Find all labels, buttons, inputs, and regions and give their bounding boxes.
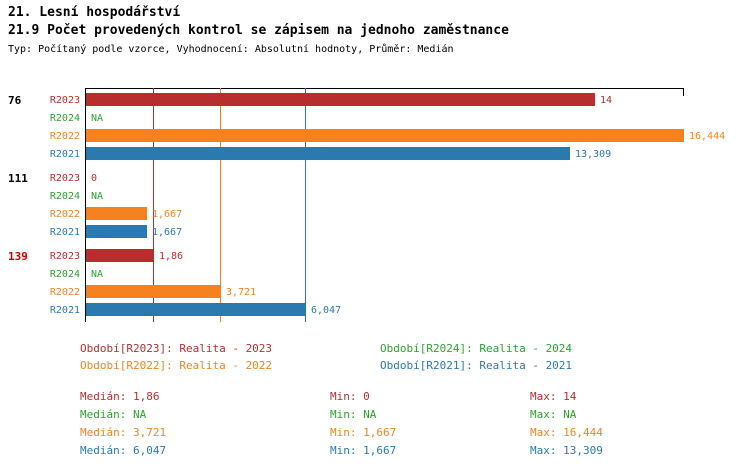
value-label-R2022: 16,444 bbox=[689, 131, 726, 142]
stat-max-R2021: Max: 13,309 bbox=[530, 444, 603, 457]
legend-item-R2024: Období[R2024]: Realita - 2024 bbox=[380, 342, 573, 355]
value-label-R2024: NA bbox=[91, 191, 104, 202]
x-axis-line bbox=[85, 88, 684, 89]
row-label-R2022: R2022 bbox=[49, 287, 80, 298]
value-label-R2024: NA bbox=[91, 113, 104, 124]
row-label-R2022: R2022 bbox=[49, 209, 80, 220]
group-label: 76 bbox=[8, 94, 22, 107]
stat-max-R2023: Max: 14 bbox=[530, 390, 577, 403]
median-line-R2022 bbox=[220, 88, 221, 322]
legend-item-R2023: Období[R2023]: Realita - 2023 bbox=[80, 342, 273, 355]
row-label-R2021: R2021 bbox=[49, 227, 80, 238]
stat-min-R2022: Min: 1,667 bbox=[330, 426, 397, 439]
row-label-R2023: R2023 bbox=[49, 173, 80, 184]
bar-R2021 bbox=[86, 147, 570, 160]
legend-item-R2022: Období[R2022]: Realita - 2022 bbox=[80, 359, 273, 372]
median-line-R2021 bbox=[305, 88, 306, 322]
value-label-R2021: 6,047 bbox=[311, 305, 342, 316]
value-label-R2023: 1,86 bbox=[159, 251, 184, 262]
row-label-R2023: R2023 bbox=[49, 95, 80, 106]
bar-R2021 bbox=[86, 225, 147, 238]
stat-max-R2022: Max: 16,444 bbox=[530, 426, 603, 439]
page-title: 21. Lesní hospodářství bbox=[8, 5, 181, 20]
legend-item-R2021: Období[R2021]: Realita - 2021 bbox=[380, 359, 573, 372]
value-label-R2024: NA bbox=[91, 269, 104, 280]
value-label-R2022: 1,667 bbox=[152, 209, 183, 220]
value-label-R2023: 0 bbox=[91, 173, 98, 184]
value-label-R2022: 3,721 bbox=[226, 287, 257, 298]
bar-R2022 bbox=[86, 207, 147, 220]
row-label-R2021: R2021 bbox=[49, 305, 80, 316]
value-label-R2021: 1,667 bbox=[152, 227, 183, 238]
row-label-R2024: R2024 bbox=[49, 269, 80, 280]
value-label-R2021: 13,309 bbox=[575, 149, 612, 160]
group-label: 139 bbox=[8, 250, 28, 263]
stat-median-R2022: Medián: 3,721 bbox=[80, 426, 167, 439]
stat-median-R2024: Medián: NA bbox=[80, 408, 147, 421]
bar-R2022 bbox=[86, 285, 221, 298]
stat-min-R2024: Min: NA bbox=[330, 408, 377, 421]
group-label: 111 bbox=[8, 172, 28, 185]
row-label-R2021: R2021 bbox=[49, 149, 80, 160]
median-line-R2023 bbox=[153, 88, 154, 322]
bar-R2022 bbox=[86, 129, 684, 142]
bar-chart: 76 R2023 14 R2024 NA R2022 16,444 R2021 13,309 11… bbox=[0, 86, 750, 330]
row-label-R2022: R2022 bbox=[49, 131, 80, 142]
row-label-R2023: R2023 bbox=[49, 251, 80, 262]
stats-table: Medián: 1,86 Min: 0 Max: 14 Medián: NA Min: … bbox=[80, 390, 750, 458]
value-label-R2023: 14 bbox=[600, 95, 613, 106]
bar-R2023 bbox=[86, 249, 154, 262]
stat-median-R2021: Medián: 6,047 bbox=[80, 444, 167, 457]
bar-R2021 bbox=[86, 303, 306, 316]
y-axis-line bbox=[85, 88, 86, 322]
bar-R2023 bbox=[86, 93, 595, 106]
row-label-R2024: R2024 bbox=[49, 113, 80, 124]
row-label-R2024: R2024 bbox=[49, 191, 80, 202]
indicator-meta: Typ: Počítaný podle vzorce, Vyhodnocení:… bbox=[8, 44, 454, 55]
stat-min-R2021: Min: 1,667 bbox=[330, 444, 397, 457]
indicator-title: 21.9 Počet provedených kontrol se zápise… bbox=[8, 23, 509, 38]
stat-max-R2024: Max: NA bbox=[530, 408, 577, 421]
x-axis-end-tick bbox=[683, 88, 684, 96]
chart-legend: Období[R2023]: Realita - 2023 Období[R202… bbox=[80, 342, 680, 373]
stat-median-R2023: Medián: 1,86 bbox=[80, 390, 160, 403]
stat-min-R2023: Min: 0 bbox=[330, 390, 370, 403]
